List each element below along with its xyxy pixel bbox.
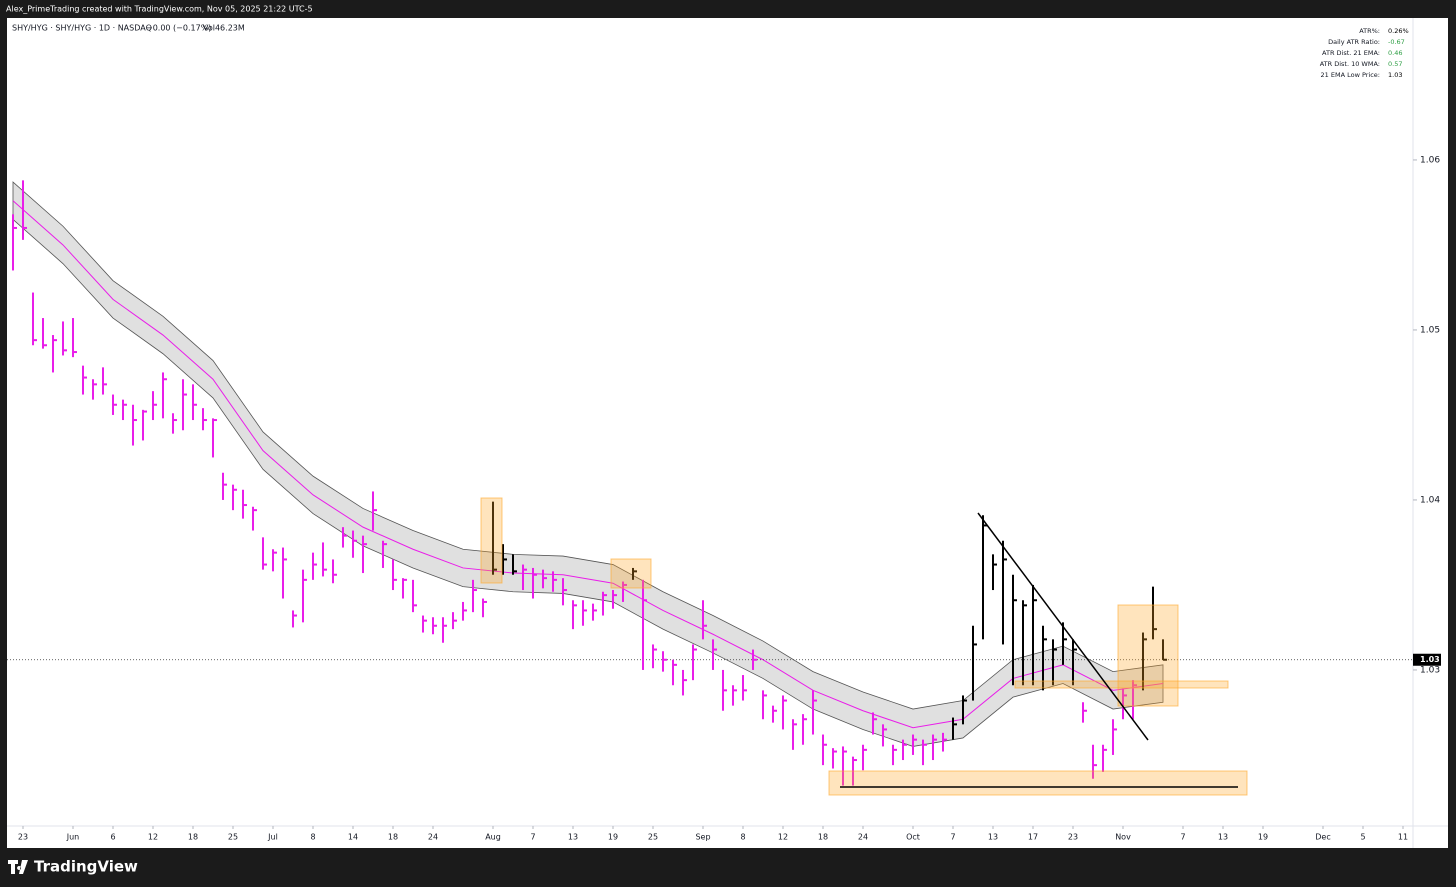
- x-tick-label: 23: [18, 833, 28, 842]
- x-tick-label: 17: [1028, 833, 1038, 842]
- x-tick-label: Jul: [267, 833, 278, 842]
- table-value: -0.67: [1388, 38, 1405, 46]
- x-tick-label: Dec: [1315, 833, 1330, 842]
- table-label: ATR Dist. 21 EMA:: [1322, 49, 1380, 57]
- x-tick-label: 23: [1068, 833, 1078, 842]
- table-label: Daily ATR Ratio:: [1328, 38, 1380, 46]
- y-tick-label: 1.06: [1420, 155, 1440, 165]
- table-label: ATR%:: [1359, 27, 1380, 35]
- table-label: ATR Dist. 10 WMA:: [1320, 60, 1380, 68]
- x-tick-label: 13: [988, 833, 998, 842]
- change: −0.00 (−0.17%): [146, 24, 211, 33]
- last-price-label: 1.03: [1420, 655, 1440, 664]
- table-label: 21 EMA Low Price:: [1321, 71, 1380, 79]
- x-tick-label: 24: [858, 833, 868, 842]
- box: [1014, 680, 1229, 689]
- y-tick-label: 1.03: [1420, 665, 1440, 675]
- x-tick-label: 12: [778, 833, 788, 842]
- logo: [8, 860, 28, 874]
- x-tick-label: 19: [608, 833, 618, 842]
- table-value: 0.26%: [1388, 27, 1409, 35]
- x-tick-label: 25: [228, 833, 238, 842]
- drawings: [480, 497, 1248, 796]
- x-tick-label: 11: [1398, 833, 1408, 842]
- footer-bar: [0, 848, 1456, 887]
- box: [480, 497, 503, 584]
- x-tick-label: Nov: [1115, 833, 1131, 842]
- brand: TradingView: [34, 858, 138, 876]
- x-tick-label: 7: [1180, 833, 1185, 842]
- x-tick-label: Jun: [66, 833, 80, 842]
- x-tick-label: 5: [1360, 833, 1365, 842]
- x-tick-label: 8: [310, 833, 315, 842]
- x-tick-label: 18: [388, 833, 398, 842]
- y-tick-label: 1.05: [1420, 325, 1440, 335]
- x-tick-label: 6: [110, 833, 115, 842]
- table-value: 0.46: [1388, 49, 1402, 57]
- x-tick-label: 18: [188, 833, 198, 842]
- x-tick-label: 13: [1218, 833, 1228, 842]
- x-tick-label: 14: [348, 833, 358, 842]
- x-tick-label: Oct: [906, 833, 920, 842]
- x-tick-label: 8: [740, 833, 745, 842]
- trend-line: [977, 512, 1149, 741]
- ema-line: [12, 200, 1164, 729]
- volume: Vol46.23M: [203, 24, 245, 33]
- x-tick-label: 25: [648, 833, 658, 842]
- indicator-table: ATR%: 0.26% Daily ATR Ratio: -0.67 ATR Dist.…: [1320, 27, 1409, 79]
- x-tick-label: 24: [428, 833, 438, 842]
- chart-pane: [7, 18, 1448, 848]
- x-tick-label: 13: [568, 833, 578, 842]
- table-value: 0.57: [1388, 60, 1402, 68]
- symbol: SHY/HYG · SHY/HYG · 1D · NASDAQ: [12, 24, 152, 33]
- y-tick-label: 1.04: [1420, 495, 1440, 505]
- box: [610, 558, 652, 589]
- credit: Alex_PrimeTrading created with TradingVi…: [6, 5, 313, 14]
- box: [828, 770, 1248, 796]
- x-tick-label: Sep: [695, 833, 710, 842]
- x-tick-label: 18: [818, 833, 828, 842]
- x-tick-label: 19: [1258, 833, 1268, 842]
- plot: 1.06 1.05 1.04 1.03 23 Jun 6 12 18 25 Jul 8 14 18 24 Au…: [7, 155, 1441, 842]
- last-price-box: [1413, 653, 1441, 666]
- x-tick-label: 7: [530, 833, 535, 842]
- x-tick-label: 7: [950, 833, 955, 842]
- x-tick-label: 12: [148, 833, 158, 842]
- box: [1117, 604, 1179, 707]
- table-value: 1.03: [1388, 71, 1402, 79]
- x-tick-label: Aug: [485, 833, 501, 842]
